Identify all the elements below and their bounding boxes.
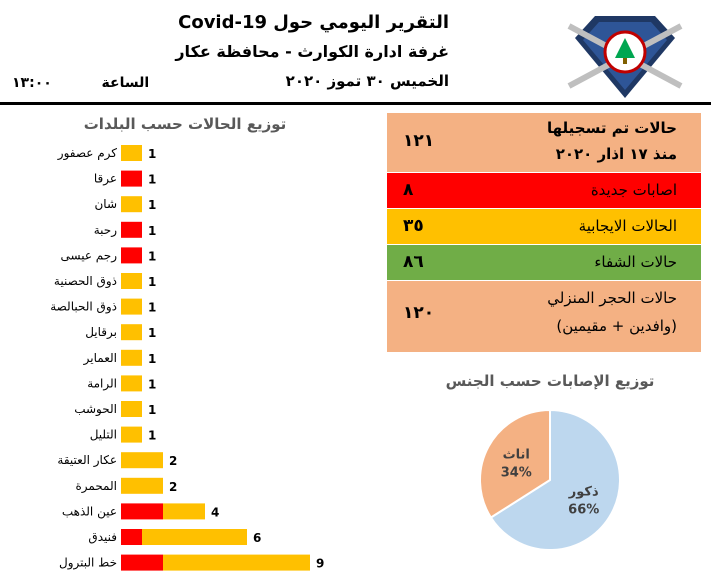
report-time: الساعة ١٣:٠٠ <box>12 75 149 91</box>
bar-value-label: 1 <box>148 326 156 340</box>
bar-value-label: 4 <box>211 505 219 519</box>
bar-category-label: ذوق الحبالصة <box>50 300 117 315</box>
bar-category-label: المحمرة <box>75 479 117 494</box>
bar-segment-red <box>121 554 163 571</box>
bar-segment-yellow <box>121 273 142 289</box>
stats-table: ١٢١ حالات تم تسجيلها منذ ١٧ اذار ٢٠٢٠ ٨ … <box>387 113 701 353</box>
recovered-cases-label: حالات الشفاء <box>594 253 677 271</box>
bar-segment-yellow <box>121 324 142 341</box>
bar-category-label: برقايل <box>85 325 117 340</box>
pie-chart-title: توزيع الإصابات حسب الجنس <box>445 372 655 390</box>
bar-chart-title: توزيع الحالات حسب البلدات <box>83 115 287 133</box>
bar-segment-yellow <box>121 145 142 161</box>
pie-slice <box>479 408 551 519</box>
bar-category-label: عكار العتيقة <box>57 453 117 468</box>
bar-value-label: 1 <box>148 224 156 238</box>
bar-category-label: الرامة <box>87 376 117 391</box>
bar-segment-yellow <box>121 426 142 443</box>
stats-row-total: ١٢١ حالات تم تسجيلها منذ ١٧ اذار ٢٠٢٠ <box>387 113 701 173</box>
time-label: الساعة <box>101 75 150 91</box>
bar-category-label: رحبة <box>94 223 117 238</box>
pie-slice <box>489 408 621 551</box>
bar-value-label: 1 <box>148 173 156 187</box>
bar-segment-yellow <box>121 196 142 213</box>
bar-value-label: 2 <box>169 480 177 494</box>
header-separator <box>0 102 711 105</box>
bar-segment-yellow <box>121 375 142 392</box>
stats-row-quarantine: ١٢٠ حالات الحجر المنزلي (وافدين + مقيمين… <box>387 281 701 353</box>
bar-segment-yellow <box>121 452 163 469</box>
bar-category-label: كرم عصفور <box>57 146 117 161</box>
quarantine-sub-label: (وافدين + مقيمين) <box>556 317 677 335</box>
total-cases-since-label: منذ ١٧ اذار ٢٠٢٠ <box>555 145 677 163</box>
shield-logo-icon <box>567 16 683 98</box>
stats-row-new: ٨ اصابات جديدة <box>387 173 701 209</box>
bar-segment-red <box>121 221 142 238</box>
bar-category-label: التليل <box>90 428 117 442</box>
bar-value-label: 1 <box>148 352 156 366</box>
pie-slice-percent: 34% <box>501 465 532 480</box>
bar-segment-red <box>121 247 142 264</box>
town-cases-bar-chart: كرم عصفور 1 عرقا 1 شان 1 رحبة 1 رجم عيسى 1 ذوق الح… <box>50 145 324 571</box>
bar-segment-yellow <box>163 503 205 520</box>
bar-category-label: خط البترول <box>59 556 117 571</box>
bar-segment-yellow <box>121 401 142 417</box>
bar-category-label: شان <box>94 197 117 211</box>
bar-segment-yellow <box>163 554 310 571</box>
bar-value-label: 1 <box>148 198 156 212</box>
bar-value-label: 1 <box>148 377 156 391</box>
bar-category-label: عين الذهب <box>62 504 117 519</box>
recovered-cases-value: ٨٦ <box>403 252 424 272</box>
quarantine-value: ١٢٠ <box>403 303 435 323</box>
bar-value-label: 1 <box>148 147 156 161</box>
total-cases-value: ١٢١ <box>403 131 435 151</box>
bar-value-label: 1 <box>148 249 156 263</box>
report-subtitle: غرفة ادارة الكوارث - محافظة عكار <box>175 42 449 61</box>
bar-value-label: 1 <box>148 429 156 443</box>
bar-category-label: ذوق الحصنية <box>54 274 117 289</box>
active-cases-label: الحالات الايجابية <box>578 217 677 235</box>
bar-segment-yellow <box>142 529 247 545</box>
bar-value-label: 6 <box>253 531 261 545</box>
quarantine-label: حالات الحجر المنزلي <box>547 289 677 307</box>
bar-category-label: رجم عيسى <box>60 248 117 263</box>
gender-pie-chart: ذكور 66% اناث 34% <box>479 408 621 551</box>
total-cases-label: حالات تم تسجيلها <box>546 119 677 137</box>
bar-category-label: فنيدق <box>88 530 117 544</box>
pie-slice-label: اناث <box>503 447 530 462</box>
pie-slice-percent: 66% <box>568 503 599 518</box>
report-title: التقرير اليومي حول Covid-19 <box>178 12 449 33</box>
bar-category-label: الحوشب <box>74 402 117 417</box>
bar-segment-yellow <box>121 298 142 315</box>
bar-segment-red <box>121 170 142 187</box>
stats-row-recovered: ٨٦ حالات الشفاء <box>387 245 701 281</box>
bar-segment-yellow <box>121 349 142 366</box>
active-cases-value: ٣٥ <box>403 216 424 236</box>
bar-value-label: 1 <box>148 403 156 417</box>
bar-category-label: عرقا <box>94 172 117 187</box>
bar-segment-red <box>121 503 163 520</box>
pie-slice-label: ذكور <box>568 485 599 500</box>
new-cases-value: ٨ <box>403 180 414 200</box>
new-cases-label: اصابات جديدة <box>590 181 677 199</box>
bar-value-label: 1 <box>148 301 156 315</box>
stats-row-active: ٣٥ الحالات الايجابية <box>387 209 701 245</box>
bar-category-label: العماير <box>83 351 117 366</box>
time-value: ١٣:٠٠ <box>12 75 52 91</box>
bar-value-label: 1 <box>148 275 156 289</box>
bar-segment-yellow <box>121 477 163 494</box>
bar-value-label: 2 <box>169 454 177 468</box>
bar-segment-red <box>121 529 142 545</box>
bar-value-label: 9 <box>316 557 324 571</box>
report-date: الخميس ٣٠ تموز ٢٠٢٠ <box>285 72 449 90</box>
